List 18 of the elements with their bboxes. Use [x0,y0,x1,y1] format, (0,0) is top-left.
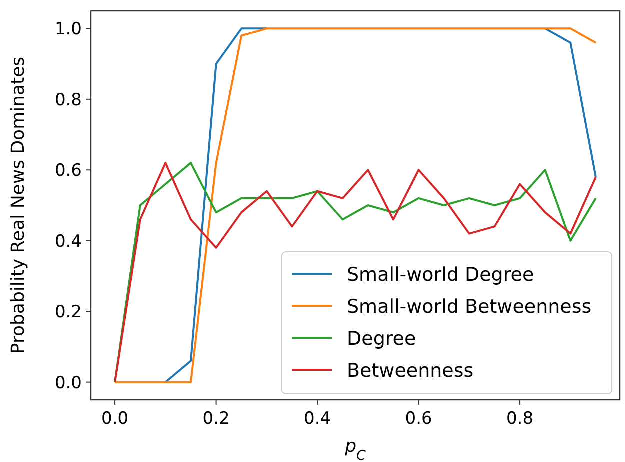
y-tick-label: 0.6 [54,161,82,182]
legend-label: Betweenness [347,360,474,382]
y-tick-label: 0.0 [54,373,82,394]
x-tick-label: 0.0 [102,409,129,429]
legend-label: Small-world Betweenness [347,296,592,318]
x-tick-label: 0.8 [506,409,534,429]
legend-label: Small-world Degree [347,264,534,286]
line-series [114,162,597,384]
legend-label: Degree [347,328,416,350]
x-axis-title: p$_{C}$ [344,436,366,462]
y-tick-label: 0.8 [54,90,82,110]
y-tick-label: 0.4 [54,232,82,252]
x-tick-label: 0.4 [304,409,332,429]
x-tick-label: 0.2 [202,409,230,429]
y-tick-label: 0.2 [54,302,82,323]
y-axis-title: Probability Real News Dominates [8,56,29,354]
x-tick-label: 0.6 [405,409,432,429]
y-tick-label: 1.0 [54,20,82,40]
